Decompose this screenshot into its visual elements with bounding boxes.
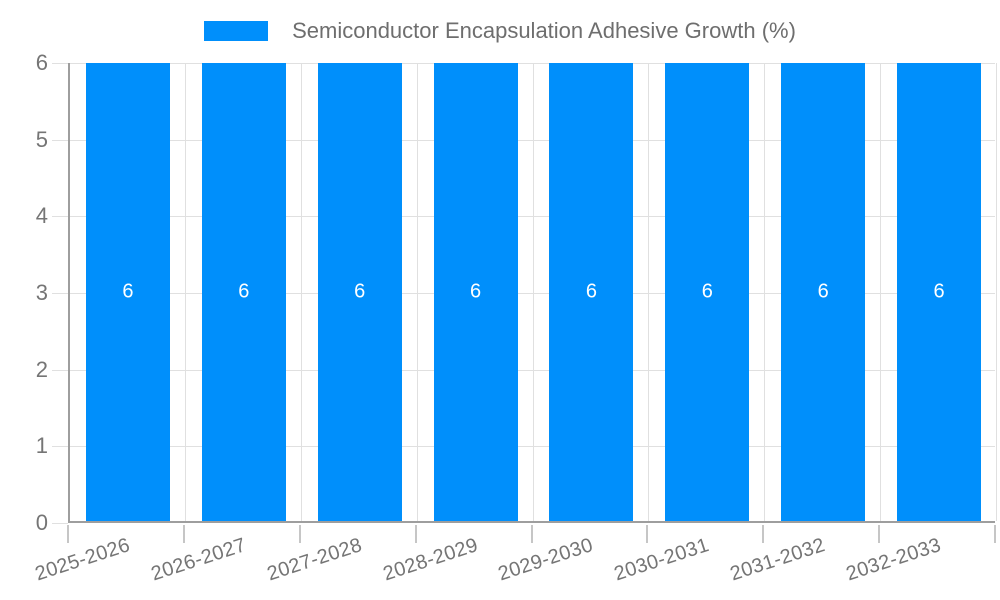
y-axis-labels: 0 1 2 3 4 5 6	[0, 50, 48, 535]
bar: 6	[665, 63, 750, 521]
y-tick-label: 3	[35, 280, 48, 305]
bar: 6	[781, 63, 866, 521]
y-tick-label: 0	[35, 510, 48, 535]
bar-value-label: 6	[933, 280, 945, 303]
y-tick-mark	[52, 369, 68, 371]
y-tick-label: 2	[35, 356, 48, 382]
v-gridline	[648, 63, 650, 521]
y-tick-mark	[52, 216, 68, 218]
x-axis-labels: 2025-2026 2026-2027 2027-2028 2028-2029 2029…	[0, 534, 1000, 594]
bar: 6	[85, 63, 170, 521]
x-tick-mark	[298, 525, 301, 543]
v-gridline	[416, 63, 418, 521]
v-gridline	[532, 63, 534, 521]
bar-value-label: 6	[585, 280, 597, 303]
bar: 6	[433, 63, 518, 521]
v-gridline	[300, 63, 302, 521]
legend-label: Semiconductor Encapsulation Adhesive Gro…	[292, 18, 796, 43]
bar: 6	[317, 63, 402, 521]
x-tick-mark	[878, 525, 881, 543]
v-gridline	[996, 63, 997, 521]
y-tick-mark	[52, 293, 68, 294]
bar: 6	[201, 63, 286, 521]
bar-value-label: 6	[701, 280, 713, 303]
x-tick-mark	[994, 525, 996, 543]
y-tick-label: 4	[35, 203, 48, 229]
y-tick-mark	[52, 139, 68, 141]
x-tick-mark	[646, 525, 649, 543]
bar-value-label: 6	[122, 280, 134, 303]
x-axis-ticks	[0, 523, 1000, 543]
y-tick-mark	[52, 523, 68, 524]
x-tick-mark	[182, 525, 185, 543]
bar-value-label: 6	[238, 280, 250, 303]
y-tick-label: 6	[35, 50, 48, 75]
bars-layer: 6 6 6 6 6 6 6 6	[70, 63, 995, 521]
y-tick-label: 5	[35, 126, 48, 152]
bar: 6	[549, 63, 634, 521]
x-tick-mark	[530, 525, 533, 543]
v-gridline	[880, 63, 882, 521]
x-tick-mark	[762, 525, 765, 543]
bar-value-label: 6	[469, 280, 482, 303]
plot-area: 6 6 6 6 6 6 6 6	[68, 63, 997, 523]
bar-value-label: 6	[817, 280, 829, 303]
bar: 6	[897, 63, 982, 521]
bar-value-label: 6	[354, 280, 366, 303]
v-gridline	[764, 63, 766, 521]
legend-swatch	[204, 21, 269, 41]
x-tick-mark	[414, 525, 417, 543]
y-tick-mark	[52, 63, 68, 64]
x-tick-mark	[67, 525, 69, 543]
legend: Semiconductor Encapsulation Adhesive Gro…	[0, 16, 1000, 46]
y-tick-label: 1	[35, 433, 48, 459]
v-gridline	[184, 63, 186, 521]
v-gridlines-layer	[70, 63, 997, 521]
y-tick-mark	[52, 446, 68, 448]
y-axis-ticks	[52, 63, 68, 524]
